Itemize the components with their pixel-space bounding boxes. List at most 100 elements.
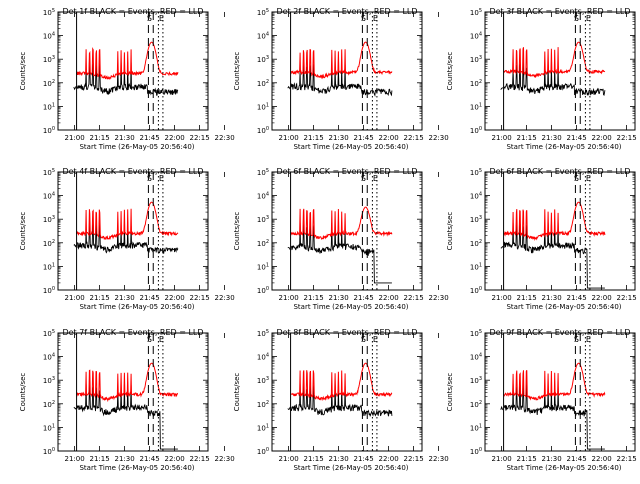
series-lld-line	[503, 41, 606, 79]
x-tick-label: 21:45	[139, 455, 159, 463]
x-tick-label: 22:00	[591, 455, 611, 463]
annotation-s: S	[147, 14, 152, 23]
y-tick-label: 102	[257, 79, 269, 88]
y-tick-exponent: 4	[479, 192, 482, 198]
y-tick-exponent: 0	[479, 126, 482, 132]
annotation-s: S	[147, 335, 152, 344]
y-tick-exponent: 5	[52, 168, 55, 174]
x-tick-label: 22:15	[403, 134, 423, 142]
x-tick-label: 21:30	[114, 294, 134, 302]
y-tick-exponent: 3	[52, 376, 55, 382]
x-tick-label: 22:30	[428, 134, 448, 142]
y-axis-label: Counts/sec	[233, 212, 241, 251]
series-lld-line	[290, 362, 393, 402]
y-tick-exponent: 3	[52, 215, 55, 221]
x-tick-label: 22:15	[403, 455, 423, 463]
chart-title: Det 9f BLACK = Events, RED = LLD	[489, 328, 630, 337]
y-tick-label: 100	[257, 286, 269, 295]
y-tick-exponent: 5	[52, 329, 55, 335]
y-axis-label: Counts/sec	[19, 52, 27, 91]
y-tick-label: 103	[470, 55, 482, 64]
y-tick-exponent: 5	[266, 8, 269, 14]
y-tick-exponent: 2	[266, 239, 269, 245]
x-tick-label: 21:30	[541, 134, 561, 142]
y-tick-exponent: 3	[52, 55, 55, 61]
y-axis-label: Counts/sec	[446, 212, 454, 251]
y-tick-label: 101	[43, 262, 55, 271]
x-tick-label: 21:15	[516, 294, 536, 302]
panel-8: Det 8f BLACK = Events, RED = LLD Counts/s…	[233, 328, 449, 472]
y-tick-exponent: 4	[266, 353, 269, 359]
x-tick-label: 21:00	[64, 294, 84, 302]
x-tick-label: 22:15	[616, 455, 636, 463]
panel-3: Det 3f BLACK = Events, RED = LLD Counts/s…	[446, 7, 637, 151]
y-tick-exponent: 0	[266, 447, 269, 453]
x-axis-label: Start Time (26-May-05 20:56:40)	[506, 303, 621, 311]
y-tick-label: 104	[257, 32, 269, 41]
series-events-line	[76, 383, 178, 450]
y-tick-label: 103	[43, 215, 55, 224]
y-tick-label: 102	[43, 400, 55, 409]
y-tick-label: 101	[257, 102, 269, 111]
y-tick-exponent: 1	[266, 423, 269, 429]
annotation-e: E	[373, 174, 378, 183]
x-axis-label: Start Time (26-May-05 20:56:40)	[293, 303, 408, 311]
panel-4: Det 4f BLACK = Events, RED = LLD Counts/s…	[19, 167, 235, 311]
series-lld-line	[503, 362, 606, 401]
y-tick-label: 104	[257, 353, 269, 362]
panel-9: Det 9f BLACK = Events, RED = LLD Counts/s…	[446, 328, 637, 472]
x-axis-label: Start Time (26-May-05 20:56:40)	[293, 143, 408, 151]
plot-frame	[484, 11, 636, 131]
series-events-pre-line	[287, 246, 291, 250]
series-events-line	[503, 61, 606, 97]
y-tick-label: 100	[470, 126, 482, 135]
annotation-e: E	[586, 14, 591, 23]
y-tick-exponent: 3	[479, 215, 482, 221]
series-events-pre-line	[73, 243, 77, 248]
annotation-e: E	[373, 14, 378, 23]
chart-title: Det 8f BLACK = Events, RED = LLD	[276, 328, 417, 337]
series-lld-line	[76, 201, 179, 241]
chart-title: Det 3f BLACK = Events, RED = LLD	[489, 7, 630, 16]
y-tick-label: 100	[257, 447, 269, 456]
series-events-pre-line	[500, 246, 504, 249]
y-axis-label: Counts/sec	[233, 373, 241, 412]
y-tick-exponent: 2	[479, 79, 482, 85]
annotation-s: S	[574, 174, 579, 183]
y-tick-label: 103	[257, 376, 269, 385]
y-tick-label: 104	[43, 192, 55, 201]
series-events-pre-line	[500, 87, 504, 90]
annotation-e: E	[586, 335, 591, 344]
x-tick-label: 21:15	[516, 134, 536, 142]
y-tick-label: 103	[257, 55, 269, 64]
y-tick-label: 101	[470, 423, 482, 432]
y-tick-label: 105	[257, 329, 269, 338]
x-tick-label: 22:30	[214, 294, 234, 302]
y-tick-label: 100	[43, 447, 55, 456]
x-tick-label: 22:30	[428, 294, 448, 302]
y-tick-exponent: 1	[52, 423, 55, 429]
plot-frame	[484, 171, 636, 291]
x-tick-label: 21:45	[566, 455, 586, 463]
y-tick-exponent: 3	[479, 55, 482, 61]
x-tick-label: 21:00	[278, 455, 298, 463]
y-tick-label: 102	[470, 239, 482, 248]
x-tick-label: 22:15	[616, 294, 636, 302]
y-axis-label: Counts/sec	[19, 212, 27, 251]
x-tick-label: 21:00	[491, 294, 511, 302]
plot-frame	[271, 11, 423, 131]
x-axis-label: Start Time (26-May-05 20:56:40)	[79, 464, 194, 472]
x-tick-label: 21:45	[566, 294, 586, 302]
y-tick-exponent: 3	[266, 55, 269, 61]
y-tick-exponent: 1	[266, 262, 269, 268]
x-tick-label: 21:30	[541, 294, 561, 302]
x-tick-label: 21:00	[491, 134, 511, 142]
annotation-e: E	[373, 335, 378, 344]
annotation-s: S	[361, 174, 366, 183]
x-tick-label: 22:00	[591, 294, 611, 302]
series-lld-line	[503, 201, 606, 241]
y-tick-label: 102	[43, 239, 55, 248]
series-lld-line	[76, 362, 179, 403]
y-tick-label: 105	[470, 329, 482, 338]
x-tick-label: 22:00	[378, 455, 398, 463]
